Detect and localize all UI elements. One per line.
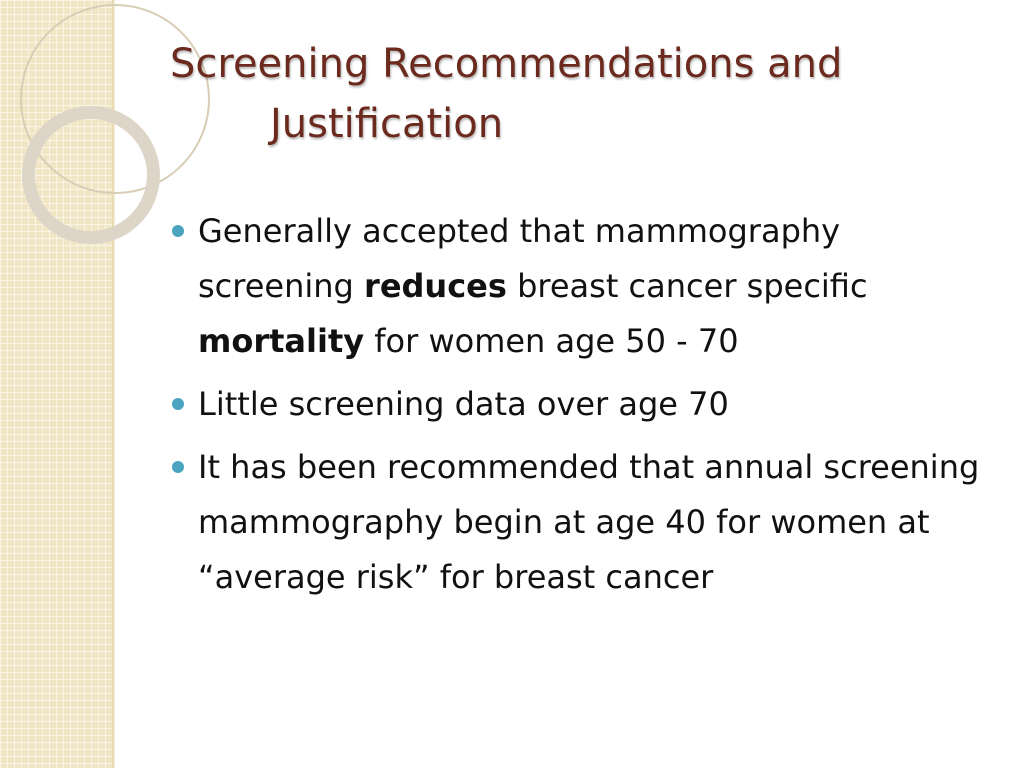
bullet-item-over-70: Little screening data over age 70 bbox=[170, 377, 990, 432]
bullet-text: Little screening data over age 70 bbox=[198, 385, 729, 423]
decorative-circle-ring bbox=[22, 106, 160, 244]
bullet-text: breast cancer specific bbox=[506, 267, 868, 305]
slide-title-line1: Screening Recommendations and bbox=[170, 41, 843, 87]
bullet-text: for women age 50 - 70 bbox=[364, 322, 739, 360]
side-band-edge bbox=[112, 0, 115, 768]
slide-title-line2: Justification bbox=[270, 101, 504, 147]
bullet-text: Generally accepted that mammography scre… bbox=[198, 212, 841, 305]
slide-title: Screening Recommendations and Justificat… bbox=[170, 34, 990, 154]
bullet-text: It has been recommended that annual scre… bbox=[198, 448, 980, 596]
bullet-bold-text: reduces bbox=[364, 267, 507, 305]
bullet-bold-text: mortality bbox=[198, 322, 365, 360]
bullet-item-annual-screening: It has been recommended that annual scre… bbox=[170, 440, 990, 605]
bullet-dot-icon bbox=[172, 398, 184, 410]
bullet-dot-icon bbox=[172, 225, 184, 237]
bullet-item-mammography-mortality: Generally accepted that mammography scre… bbox=[170, 204, 990, 369]
bullet-dot-icon bbox=[172, 461, 184, 473]
bullet-list: Generally accepted that mammography scre… bbox=[170, 204, 990, 613]
